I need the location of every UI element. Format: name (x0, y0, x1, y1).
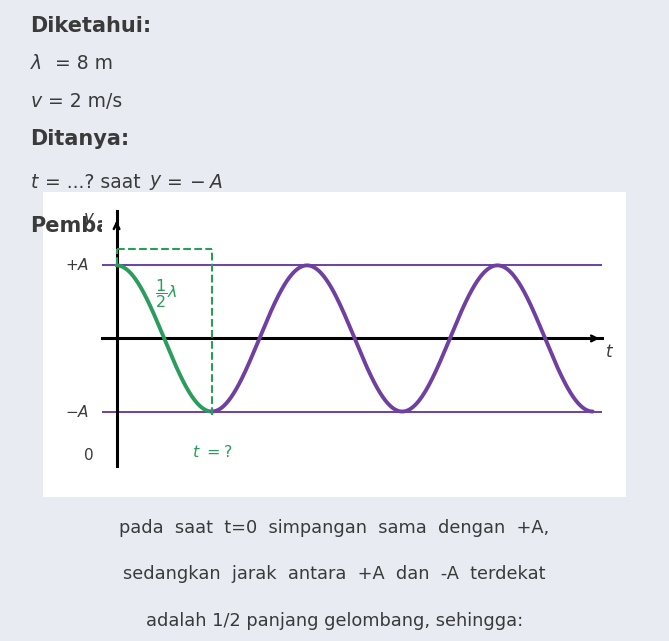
Text: = ...? saat: = ...? saat (45, 173, 147, 192)
Text: sedangkan  jarak  antara  +A  dan  -A  terdekat: sedangkan jarak antara +A dan -A terdeka… (123, 565, 546, 583)
Text: $\lambda$: $\lambda$ (30, 54, 42, 73)
Text: $=- A$: $=- A$ (163, 173, 222, 192)
Text: $+A$: $+A$ (65, 258, 89, 273)
Text: $t\ =?$: $t\ =?$ (191, 444, 232, 460)
Text: pada  saat  t=0  simpangan  sama  dengan  +A,: pada saat t=0 simpangan sama dengan +A, (119, 519, 550, 537)
Text: $y$: $y$ (82, 211, 95, 229)
Text: $t$: $t$ (605, 342, 613, 361)
Text: = 8 m: = 8 m (55, 54, 113, 73)
Text: Pembahasan:: Pembahasan: (30, 217, 189, 237)
Text: $y$: $y$ (149, 173, 163, 192)
Text: $v$: $v$ (30, 92, 43, 111)
Text: $-A$: $-A$ (65, 404, 89, 419)
Text: $t$: $t$ (30, 173, 40, 192)
Text: $\dfrac{1}{2}\lambda$: $\dfrac{1}{2}\lambda$ (155, 277, 177, 310)
Text: Ditanya:: Ditanya: (30, 129, 129, 149)
Text: = 2 m/s: = 2 m/s (48, 92, 122, 111)
Text: $0$: $0$ (84, 447, 94, 463)
Text: Diketahui:: Diketahui: (30, 16, 151, 36)
Bar (43, 192, 626, 497)
Text: adalah 1/2 panjang gelombang, sehingga:: adalah 1/2 panjang gelombang, sehingga: (146, 612, 523, 629)
